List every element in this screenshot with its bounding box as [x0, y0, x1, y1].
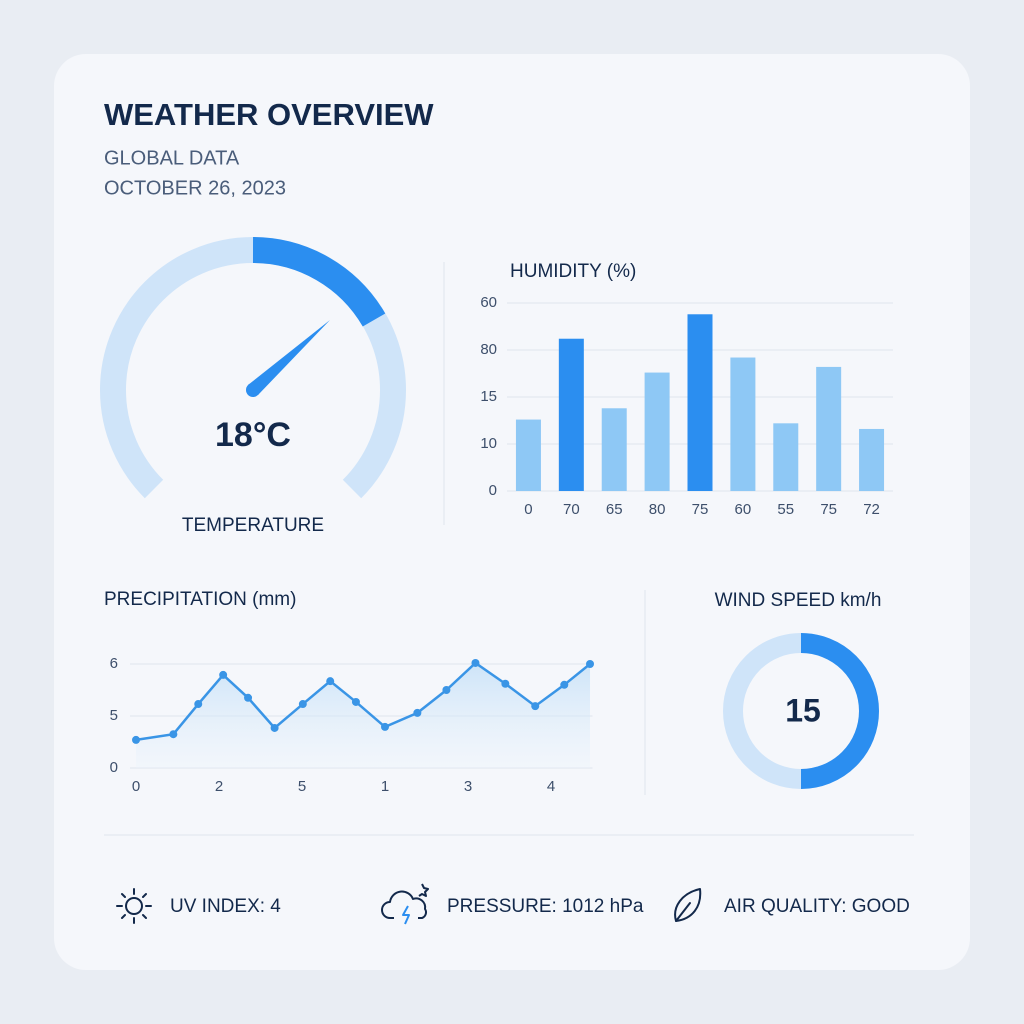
storm-icon — [381, 883, 429, 925]
x-tick-label: 65 — [606, 501, 623, 518]
point — [501, 679, 510, 688]
point — [471, 658, 480, 667]
point — [586, 660, 595, 668]
x-tick-label: 4 — [547, 778, 555, 795]
point — [244, 693, 253, 702]
point — [194, 700, 203, 709]
bar — [816, 366, 842, 491]
subtitle: GLOBAL DATA — [104, 147, 240, 169]
x-tick-label: 72 — [863, 501, 880, 518]
pressure: PRESSURE: 1012 hPa — [447, 896, 644, 917]
point — [351, 697, 360, 706]
bar — [859, 428, 885, 491]
leaf-icon — [674, 888, 702, 922]
x-tick-label: 70 — [563, 501, 580, 518]
y-tick-label: 0 — [110, 759, 118, 776]
x-tick-label: 80 — [649, 501, 666, 518]
point — [531, 702, 540, 711]
point — [442, 686, 451, 694]
y-tick-label: 10 — [480, 435, 497, 452]
point — [298, 700, 307, 709]
point — [560, 680, 569, 689]
y-tick-label: 15 — [480, 388, 497, 405]
bar — [687, 314, 713, 491]
chart-title: HUMIDITY (%) — [510, 261, 636, 282]
donut-fill — [800, 633, 879, 789]
x-tick-label: 3 — [464, 778, 472, 795]
point — [326, 677, 335, 686]
y-tick-label: 5 — [110, 707, 118, 724]
temperature-label: TEMPERATURE — [182, 515, 324, 536]
bar — [773, 423, 799, 491]
bar — [730, 357, 756, 491]
chart-title: PRECIPITATION (mm) — [104, 589, 296, 610]
point — [270, 723, 279, 732]
title: WEATHER OVERVIEW — [104, 97, 434, 132]
point — [413, 708, 422, 717]
point — [219, 670, 228, 679]
bar — [558, 338, 584, 491]
x-tick-label: 1 — [381, 778, 389, 795]
area-fill — [136, 662, 591, 768]
gauge-needle — [248, 320, 330, 395]
y-tick-label: 6 — [110, 655, 118, 672]
x-tick-label: 60 — [735, 501, 752, 518]
point — [169, 730, 178, 739]
wind-value: 15 — [785, 692, 821, 728]
sun-icon — [116, 888, 152, 924]
y-tick-label: 80 — [480, 341, 497, 358]
temperature-value: 18°C — [215, 416, 291, 454]
bar — [515, 419, 541, 491]
x-tick-label: 75 — [692, 501, 709, 518]
x-tick-label: 0 — [132, 778, 140, 795]
point — [381, 722, 389, 731]
uv-index: UV INDEX: 4 — [170, 896, 281, 917]
x-tick-label: 2 — [215, 778, 223, 795]
air-quality: AIR QUALITY: GOOD — [724, 896, 910, 917]
bar — [644, 372, 670, 491]
gauge-hub — [246, 383, 260, 397]
x-tick-label: 55 — [777, 501, 794, 518]
x-tick-label: 5 — [298, 778, 306, 795]
gauge-fill — [252, 237, 386, 327]
wind-label: WIND SPEED km/h — [715, 590, 882, 611]
bar — [601, 408, 627, 491]
y-tick-label: 60 — [480, 294, 497, 311]
date: OCTOBER 26, 2023 — [104, 177, 286, 199]
y-tick-label: 0 — [489, 482, 497, 499]
point — [132, 735, 140, 744]
x-tick-label: 0 — [524, 501, 532, 518]
x-tick-label: 75 — [820, 501, 837, 518]
